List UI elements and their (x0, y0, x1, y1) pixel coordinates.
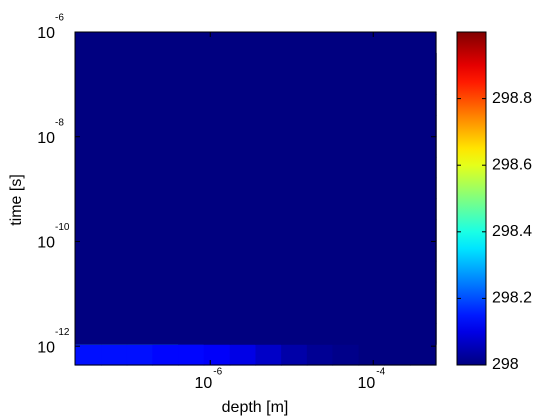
y-axis-label: time [s] (8, 174, 25, 226)
colorbar-tick-label: 298 (492, 356, 519, 373)
colorbar-tick-label: 298.4 (492, 223, 532, 240)
colorbar (456, 31, 487, 366)
plot-frame (74, 31, 437, 366)
y-tick-label: 10 (37, 339, 55, 356)
heatmap-cell (75, 32, 102, 345)
heatmap-cell (152, 32, 179, 345)
heatmap-cell (178, 32, 205, 345)
y-tick-exponent: -8 (55, 117, 64, 128)
x-axis-label: depth [m] (222, 399, 289, 416)
heatmap-cell (126, 32, 154, 345)
y-tick-exponent: -12 (55, 327, 70, 338)
heatmap-cells (75, 32, 437, 366)
heatmap-cell (281, 32, 308, 345)
heatmap-cell (203, 32, 231, 345)
heatmap-cell (332, 32, 360, 345)
colorbar-tick-label: 298.6 (492, 156, 532, 173)
heatmap-cell (229, 32, 257, 345)
heatmap-cell (409, 32, 437, 345)
colorbar-tick-label: 298.2 (492, 290, 532, 307)
heatmap-cell (255, 32, 282, 345)
colorbar-tick-label: 298.8 (492, 90, 532, 107)
heatmap-cell (306, 32, 334, 345)
y-tick-label: 10 (37, 130, 55, 147)
x-tick-exponent: -6 (213, 367, 222, 378)
y-tick-exponent: -6 (55, 13, 64, 24)
y-tick-label: 10 (37, 25, 55, 42)
y-tick-exponent: -10 (55, 222, 70, 233)
x-tick-label: 10 (357, 375, 375, 392)
heatmap-cell (384, 32, 411, 345)
x-tick-exponent: -4 (376, 367, 385, 378)
heatmap-cell (101, 32, 128, 345)
heatmap-cell (358, 32, 385, 345)
y-tick-label: 10 (37, 235, 55, 252)
x-tick-label: 10 (194, 375, 212, 392)
